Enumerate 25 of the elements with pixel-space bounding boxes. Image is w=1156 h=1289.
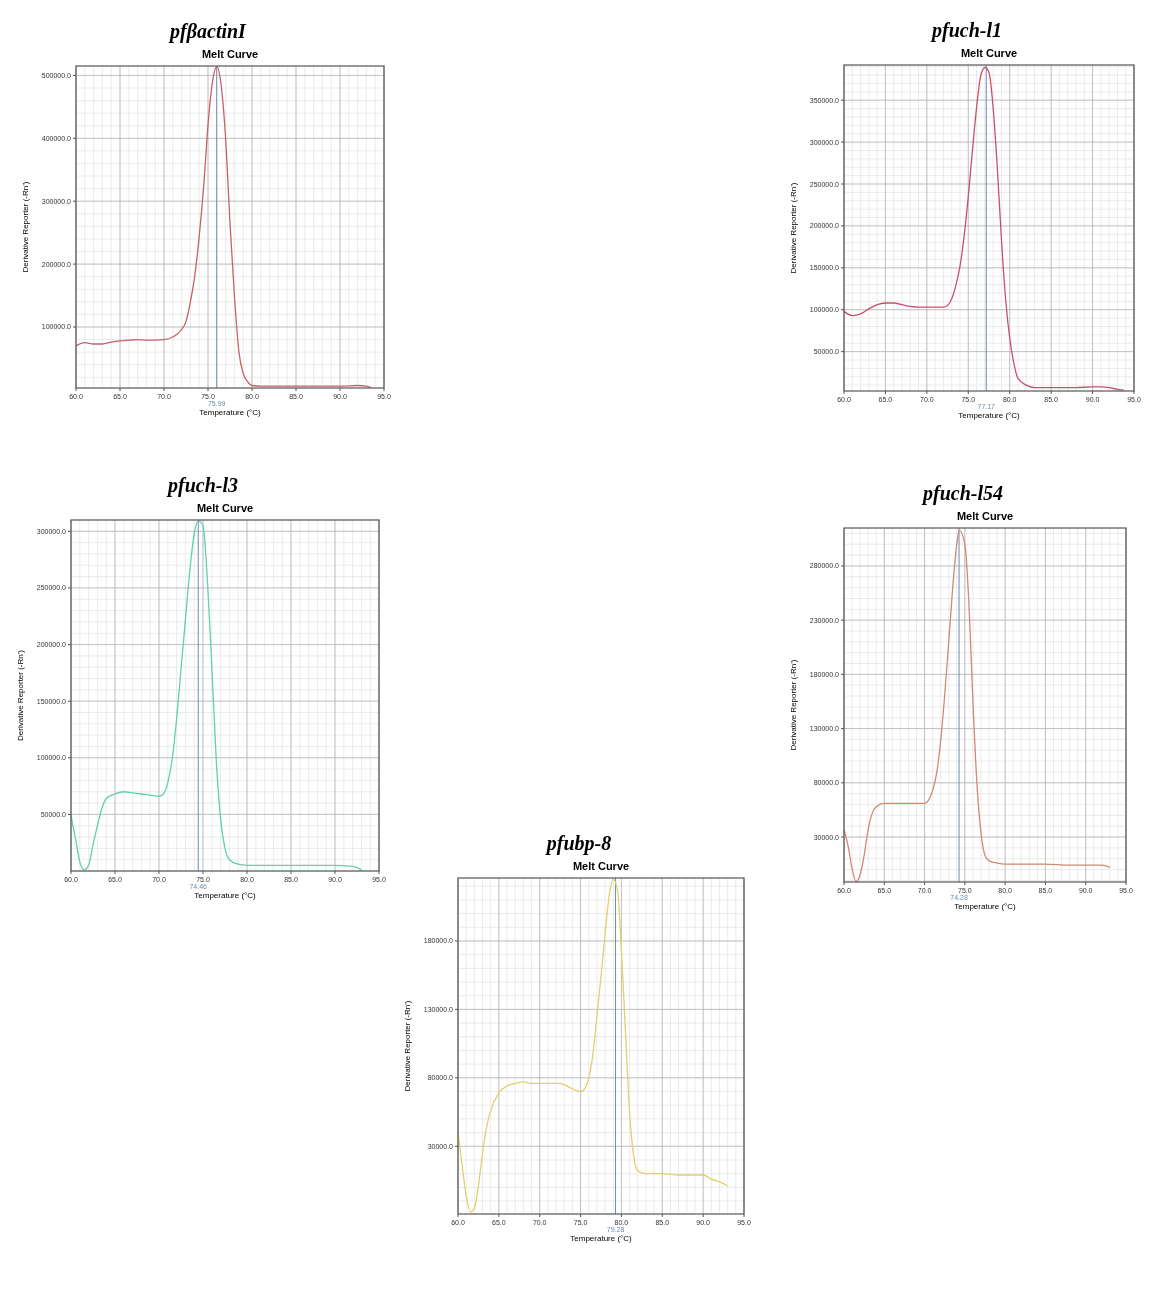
- line-series: [843, 529, 1111, 883]
- y-axis-title: Derivative Reporter (-Rn'): [16, 649, 25, 741]
- x-axis-title: Temperature (°C): [194, 891, 257, 900]
- x-axis-title: Temperature (°C): [199, 408, 262, 417]
- chart-title: pfuch-l1: [930, 19, 1002, 42]
- chart-subtitle: Melt Curve: [960, 47, 1018, 59]
- chart-subtitle: Melt Curve: [572, 860, 630, 872]
- chart-title: pfuch-l3: [166, 474, 238, 497]
- chart-title: pfubp-8: [544, 832, 612, 855]
- line-series: [457, 878, 729, 1213]
- chart-subtitle: Melt Curve: [201, 48, 259, 60]
- line-series: [75, 65, 372, 389]
- y-axis-title: Derivative Reporter (-Rn'): [789, 659, 798, 751]
- x-axis-title: Temperature (°C): [958, 411, 1021, 420]
- chart-title: pfβactinI: [168, 20, 248, 43]
- chart-subtitle: Melt Curve: [196, 502, 254, 514]
- chart-subtitle: Melt Curve: [956, 510, 1014, 522]
- x-axis-title: Temperature (°C): [570, 1234, 633, 1243]
- y-axis-title: Derivative Reporter (-Rn'): [789, 182, 798, 274]
- x-axis-title: Temperature (°C): [954, 902, 1017, 911]
- line-series: [70, 520, 363, 871]
- y-axis-title: Derivative Reporter (-Rn'): [21, 181, 30, 273]
- y-axis-title: Derivative Reporter (-Rn'): [403, 1000, 412, 1092]
- line-series: [843, 66, 1125, 391]
- chart-title: pfuch-l54: [921, 482, 1003, 505]
